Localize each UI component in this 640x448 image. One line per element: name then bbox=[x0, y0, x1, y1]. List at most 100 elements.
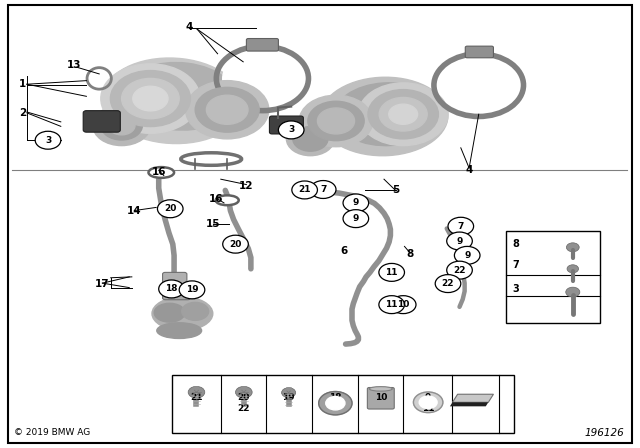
Ellipse shape bbox=[152, 297, 213, 331]
Ellipse shape bbox=[154, 303, 185, 322]
Circle shape bbox=[447, 232, 472, 250]
Text: 7: 7 bbox=[320, 185, 326, 194]
Ellipse shape bbox=[87, 68, 111, 89]
Text: 9: 9 bbox=[464, 251, 470, 260]
Ellipse shape bbox=[111, 70, 191, 126]
FancyBboxPatch shape bbox=[163, 285, 190, 300]
Circle shape bbox=[223, 51, 302, 106]
Ellipse shape bbox=[317, 108, 355, 134]
Circle shape bbox=[310, 181, 336, 198]
Text: 22: 22 bbox=[453, 266, 466, 275]
Circle shape bbox=[343, 194, 369, 212]
Ellipse shape bbox=[206, 95, 248, 124]
Ellipse shape bbox=[326, 396, 345, 410]
Circle shape bbox=[343, 210, 369, 228]
Ellipse shape bbox=[335, 83, 440, 146]
Text: 11: 11 bbox=[385, 268, 398, 277]
Ellipse shape bbox=[186, 81, 269, 139]
Text: 11: 11 bbox=[385, 300, 398, 309]
Circle shape bbox=[454, 246, 480, 264]
Ellipse shape bbox=[133, 86, 168, 111]
FancyBboxPatch shape bbox=[367, 388, 394, 409]
Bar bbox=[172, 375, 514, 433]
Bar bbox=[506, 231, 600, 323]
Circle shape bbox=[379, 263, 404, 281]
Circle shape bbox=[179, 281, 205, 299]
Ellipse shape bbox=[320, 77, 448, 156]
Ellipse shape bbox=[389, 104, 417, 124]
Ellipse shape bbox=[101, 111, 143, 140]
Polygon shape bbox=[450, 402, 488, 406]
Text: 4: 4 bbox=[465, 165, 473, 175]
Text: 9
11: 9 11 bbox=[422, 393, 435, 413]
Ellipse shape bbox=[369, 387, 392, 391]
Text: 6: 6 bbox=[340, 246, 348, 256]
Text: 3: 3 bbox=[288, 125, 294, 134]
Text: 20: 20 bbox=[229, 240, 242, 249]
Text: 10: 10 bbox=[397, 300, 410, 309]
Ellipse shape bbox=[287, 122, 334, 156]
Text: 2: 2 bbox=[19, 108, 26, 118]
Circle shape bbox=[435, 275, 461, 293]
Ellipse shape bbox=[413, 392, 443, 413]
Ellipse shape bbox=[157, 323, 202, 339]
Ellipse shape bbox=[292, 127, 328, 151]
Text: 10: 10 bbox=[374, 393, 387, 402]
Circle shape bbox=[379, 296, 404, 314]
Polygon shape bbox=[452, 394, 493, 402]
Circle shape bbox=[188, 386, 205, 398]
Text: 5: 5 bbox=[392, 185, 399, 195]
Text: © 2019 BMW AG: © 2019 BMW AG bbox=[14, 428, 90, 437]
Ellipse shape bbox=[101, 64, 200, 134]
Circle shape bbox=[448, 217, 474, 235]
Text: 13: 13 bbox=[67, 60, 81, 70]
Text: 14: 14 bbox=[127, 206, 141, 215]
Text: 7: 7 bbox=[458, 222, 464, 231]
Text: 8: 8 bbox=[512, 239, 519, 249]
FancyBboxPatch shape bbox=[163, 272, 187, 285]
Circle shape bbox=[236, 386, 252, 398]
Text: 16: 16 bbox=[209, 194, 223, 204]
Text: 20
22: 20 22 bbox=[237, 393, 250, 413]
Text: 21: 21 bbox=[298, 185, 311, 194]
Text: 4: 4 bbox=[185, 22, 193, 32]
Circle shape bbox=[223, 235, 248, 253]
Ellipse shape bbox=[368, 90, 438, 139]
Circle shape bbox=[292, 181, 317, 199]
Text: 8: 8 bbox=[406, 250, 414, 259]
Ellipse shape bbox=[182, 302, 209, 320]
Ellipse shape bbox=[300, 95, 372, 147]
Ellipse shape bbox=[93, 105, 150, 146]
Text: 16: 16 bbox=[152, 167, 166, 177]
Text: 22: 22 bbox=[442, 279, 454, 288]
Ellipse shape bbox=[102, 58, 243, 143]
Circle shape bbox=[157, 200, 183, 218]
FancyBboxPatch shape bbox=[269, 116, 303, 134]
Circle shape bbox=[282, 388, 296, 398]
Text: 18: 18 bbox=[329, 393, 342, 402]
Text: 17: 17 bbox=[95, 280, 109, 289]
Text: 21: 21 bbox=[190, 393, 203, 402]
Ellipse shape bbox=[122, 78, 179, 119]
Text: 9: 9 bbox=[456, 237, 463, 246]
Text: 1: 1 bbox=[19, 79, 26, 89]
Ellipse shape bbox=[319, 392, 352, 415]
Text: 196126: 196126 bbox=[584, 428, 624, 438]
Text: 9: 9 bbox=[353, 214, 359, 223]
Ellipse shape bbox=[308, 101, 364, 141]
Text: 15: 15 bbox=[206, 219, 220, 229]
Ellipse shape bbox=[108, 116, 135, 135]
Text: 12: 12 bbox=[239, 181, 253, 191]
Circle shape bbox=[566, 243, 579, 252]
Circle shape bbox=[567, 265, 579, 273]
Circle shape bbox=[390, 296, 416, 314]
Ellipse shape bbox=[148, 167, 174, 178]
Ellipse shape bbox=[122, 63, 237, 130]
Text: 9: 9 bbox=[353, 198, 359, 207]
Ellipse shape bbox=[419, 396, 437, 409]
Circle shape bbox=[566, 287, 580, 297]
Text: 3: 3 bbox=[512, 284, 519, 294]
Circle shape bbox=[159, 280, 184, 298]
Text: 20: 20 bbox=[164, 204, 177, 213]
FancyBboxPatch shape bbox=[83, 111, 120, 132]
